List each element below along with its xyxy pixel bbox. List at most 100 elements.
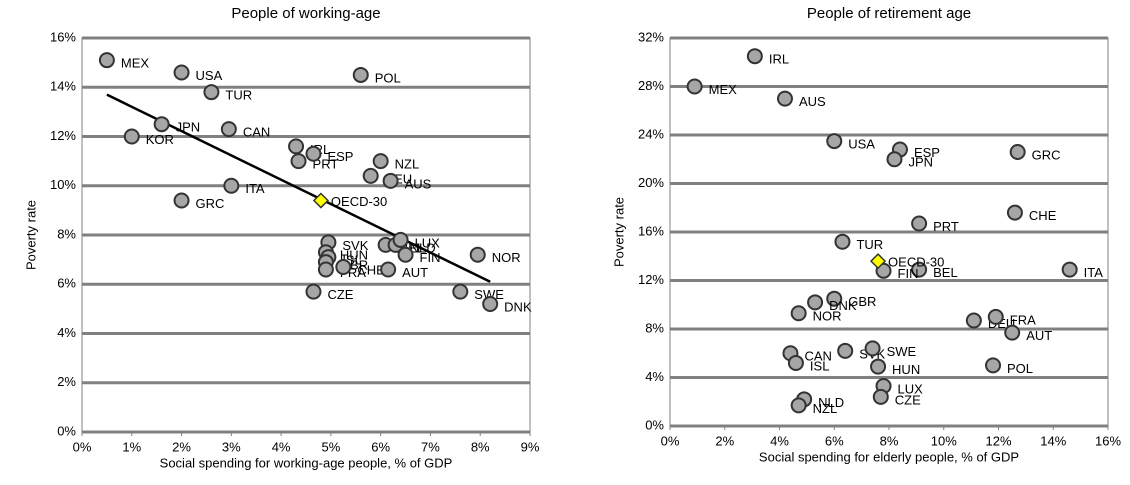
y-tick-label: 10% [50,177,76,192]
point-label: POL [1007,361,1033,376]
point [362,167,379,184]
point-label: DNK [829,298,857,313]
point [173,192,190,209]
x-tick-label: 0% [661,433,680,448]
point-label: ITA [245,181,265,196]
oecd-label: OECD-30 [331,194,387,209]
y-tick-label: 0% [57,423,76,438]
point [790,305,807,322]
point-label: GRC [196,196,225,211]
trend-line [106,93,491,283]
x-tick-label: 2% [172,439,191,454]
point [911,261,928,278]
point-label: HUN [340,248,368,263]
point-label: ITA [1084,265,1104,280]
y-tick-label: 12% [50,128,76,143]
point [826,290,843,307]
plot-border [669,37,1109,427]
point [987,308,1004,325]
x-tick-label: 12% [985,433,1011,448]
x-axis-label: Social spending for elderly people, % of… [759,449,1019,464]
oecd-marker [312,192,329,209]
point [826,133,843,150]
point [886,151,903,168]
y-tick-label: 20% [638,175,664,190]
point-label: FRA [1010,312,1036,327]
point [834,233,851,250]
point-label: CHE [1029,208,1057,223]
point [290,153,307,170]
point [452,283,469,300]
x-tick-label: 8% [880,433,899,448]
x-tick-label: 9% [521,439,540,454]
point-label: MEX [121,56,150,71]
point [1004,324,1021,341]
point [203,84,220,101]
point-label: TUR [225,88,252,103]
y-tick-label: 24% [638,126,664,141]
point-label: CZE [327,287,353,302]
point-label: MEX [709,82,738,97]
x-tick-label: 1% [122,439,141,454]
y-tick-label: 4% [645,369,664,384]
point [123,128,140,145]
point-label: NLD [410,240,436,255]
point [382,172,399,189]
point-label: AUT [402,265,428,280]
x-tick-label: 2% [715,433,734,448]
point-label: FIN [420,250,441,265]
x-tick-label: 6% [371,439,390,454]
point-label: TUR [856,237,883,252]
point-label: CZE [895,392,921,407]
point [911,215,928,232]
x-tick-label: 7% [421,439,440,454]
oecd-marker [869,253,887,270]
point [864,340,881,357]
point-label: ESP [327,149,353,164]
y-tick-label: 12% [638,272,664,287]
y-tick-label: 2% [57,374,76,389]
y-tick-label: 8% [645,320,664,335]
x-tick-label: 0% [73,439,92,454]
point-label: PRT [313,157,339,172]
point-label: CAN [243,125,270,140]
point-label: SVK [342,238,368,253]
y-tick-label: 0% [645,417,664,432]
point-label: GBR [848,294,876,309]
point [317,261,334,278]
point-label: LUX [415,235,441,250]
y-tick-label: 8% [57,226,76,241]
point-label: USA [848,137,875,152]
y-tick-label: 16% [638,223,664,238]
y-tick-label: 28% [638,78,664,93]
point-label: AUS [799,94,826,109]
point-label: FIN [898,266,919,281]
point [875,262,892,279]
point [153,116,170,133]
point [305,145,322,162]
x-tick-label: 6% [825,433,844,448]
x-axis-label: Social spending for working-age people, … [160,455,453,470]
y-axis-label: Poverty rate [611,197,626,267]
plot-border [81,37,531,433]
y-tick-label: 6% [57,276,76,291]
point [1061,261,1078,278]
point [1006,204,1023,221]
point-label: ISL [810,358,830,373]
point [985,357,1002,374]
point [807,294,824,311]
x-tick-label: 10% [931,433,957,448]
point [380,261,397,278]
point [746,48,763,65]
point [98,52,115,69]
point-label: NOR [492,250,521,265]
point [372,153,389,170]
point-label: NZL [813,401,838,416]
point [305,283,322,300]
point-label: PRT [933,219,959,234]
x-tick-label: 5% [321,439,340,454]
x-tick-label: 16% [1095,433,1121,448]
point-label: USA [196,68,223,83]
point [870,358,887,375]
y-tick-label: 32% [638,29,664,44]
